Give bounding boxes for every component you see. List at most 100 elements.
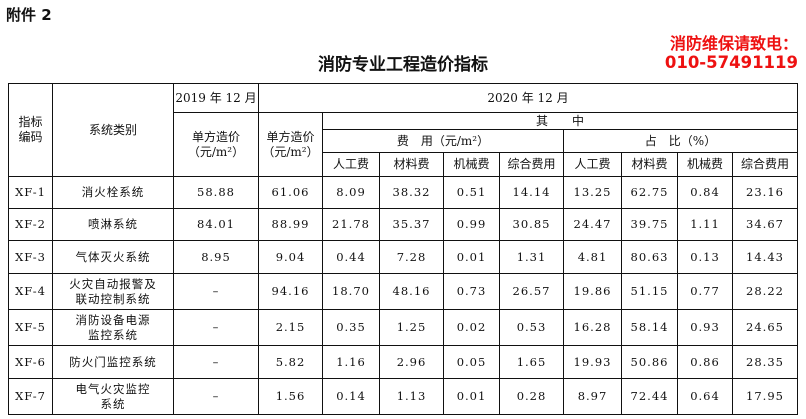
- cell-cost: 7.28: [379, 240, 444, 274]
- cell-ratio: 34.67: [732, 208, 798, 241]
- cell-cost: 0.02: [443, 309, 500, 346]
- cell-ratio: 51.15: [621, 273, 678, 310]
- cell-ratio: 0.77: [677, 273, 733, 310]
- header-subcol: 综合费用: [499, 152, 564, 177]
- cell-cost: 30.85: [499, 208, 564, 241]
- header-category: 系统类别: [52, 83, 174, 177]
- cell-code: XF-5: [8, 309, 53, 346]
- cell-cost: 2.96: [379, 345, 444, 379]
- header-unit-price-2019: 单方造价 （元/m²）: [173, 112, 259, 177]
- cell-ratio: 39.75: [621, 208, 678, 241]
- cell-cost: 1.25: [379, 309, 444, 346]
- watermark-phone: 010-57491119: [664, 53, 798, 72]
- cell-ratio: 19.86: [563, 273, 622, 310]
- cell-code: XF-4: [8, 273, 53, 310]
- header-subcol: 人工费: [322, 152, 380, 177]
- cell-cost: 8.09: [322, 176, 380, 209]
- cell-system-name: 气体灭火系统: [52, 240, 174, 274]
- cell-cost: 38.32: [379, 176, 444, 209]
- cell-cost: 0.51: [443, 176, 500, 209]
- cell-code: XF-2: [8, 208, 53, 241]
- cell-cost: 0.01: [443, 240, 500, 274]
- cell-cost: 21.78: [322, 208, 380, 241]
- cell-code: XF-7: [8, 378, 53, 415]
- cell-ratio: 0.84: [677, 176, 733, 209]
- document-title: 消防专业工程造价指标: [318, 55, 488, 75]
- cell-ratio: 0.13: [677, 240, 733, 274]
- cell-price-2020: 88.99: [258, 208, 323, 241]
- cell-price-2019: –: [173, 345, 259, 379]
- table-row: XF-5 消防设备电源 监控系统 –2.15 0.35 1.25 0.02 0.53 16.2…: [8, 309, 798, 346]
- watermark-line1: 消防维保请致电：: [669, 34, 798, 53]
- cell-ratio: 4.81: [563, 240, 622, 274]
- cell-cost: 1.13: [379, 378, 444, 415]
- cell-ratio: 13.25: [563, 176, 622, 209]
- cell-system-name: 电气火灾监控 系统: [52, 378, 174, 415]
- cell-cost: 0.44: [322, 240, 380, 274]
- cell-ratio: 23.16: [732, 176, 798, 209]
- cell-cost: 0.01: [443, 378, 500, 415]
- cell-code: XF-1: [8, 176, 53, 209]
- cell-ratio: 0.64: [677, 378, 733, 415]
- cell-ratio: 24.65: [732, 309, 798, 346]
- table-row: XF-4 火灾自动报警及 联动控制系统 –94.16 18.70 48.16 0.73 26…: [8, 273, 798, 310]
- cell-price-2019: –: [173, 378, 259, 415]
- cell-system-name: 消防设备电源 监控系统: [52, 309, 174, 346]
- header-subcol: 材料费: [621, 152, 678, 177]
- header-unit-price-2020: 单方造价 （元/m²）: [258, 112, 323, 177]
- header-2020: 2020 年 12 月: [258, 83, 798, 113]
- cell-price-2020: 61.06: [258, 176, 323, 209]
- cell-ratio: 16.28: [563, 309, 622, 346]
- cell-price-2019: 8.95: [173, 240, 259, 274]
- cell-cost: 26.57: [499, 273, 564, 310]
- cell-code: XF-6: [8, 345, 53, 379]
- cell-ratio: 28.35: [732, 345, 798, 379]
- attachment-label: 附件 2: [6, 6, 52, 24]
- header-subcol: 材料费: [379, 152, 444, 177]
- cell-price-2020: 5.82: [258, 345, 323, 379]
- cell-cost: 0.53: [499, 309, 564, 346]
- cell-system-name: 喷淋系统: [52, 208, 174, 241]
- cell-system-name: 火灾自动报警及 联动控制系统: [52, 273, 174, 310]
- header-ratio-group: 占 比（%）: [563, 129, 798, 153]
- cell-code: XF-3: [8, 240, 53, 274]
- cell-ratio: 14.43: [732, 240, 798, 274]
- cell-ratio: 72.44: [621, 378, 678, 415]
- table-row: XF-7 电气火灾监控 系统 –1.56 0.14 1.13 0.01 0.28 8.97 72…: [8, 378, 798, 415]
- cell-cost: 14.14: [499, 176, 564, 209]
- table-row: XF-6 防火门监控系统 –5.82 1.16 2.96 0.05 1.65 19.93 50.…: [8, 345, 798, 379]
- cost-index-table: 指标 编码 系统类别 2019 年 12 月 2020 年 12 月 单方造价 …: [8, 83, 798, 415]
- cell-price-2020: 1.56: [258, 378, 323, 415]
- cell-cost: 0.35: [322, 309, 380, 346]
- header-subcol: 人工费: [563, 152, 622, 177]
- cell-ratio: 0.86: [677, 345, 733, 379]
- table-row: XF-2 喷淋系统 84.01 88.99 21.78 35.37 0.99 30.85 24.…: [8, 208, 798, 241]
- header-2019: 2019 年 12 月: [173, 83, 259, 113]
- cell-cost: 48.16: [379, 273, 444, 310]
- cell-cost: 18.70: [322, 273, 380, 310]
- header-subcol: 机械费: [443, 152, 500, 177]
- cell-ratio: 80.63: [621, 240, 678, 274]
- cell-ratio: 0.93: [677, 309, 733, 346]
- watermark-contact: 消防维保请致电： 010-57491119: [665, 34, 798, 72]
- cell-ratio: 50.86: [621, 345, 678, 379]
- header-cost-group: 费 用（元/m²）: [322, 129, 564, 153]
- cell-system-name: 防火门监控系统: [52, 345, 174, 379]
- header-subcol: 综合费用: [732, 152, 798, 177]
- cell-price-2020: 9.04: [258, 240, 323, 274]
- cell-ratio: 62.75: [621, 176, 678, 209]
- cell-price-2020: 94.16: [258, 273, 323, 310]
- cell-cost: 0.14: [322, 378, 380, 415]
- cell-ratio: 24.47: [563, 208, 622, 241]
- cell-ratio: 1.11: [677, 208, 733, 241]
- cell-ratio: 28.22: [732, 273, 798, 310]
- cell-price-2019: –: [173, 309, 259, 346]
- cell-cost: 1.65: [499, 345, 564, 379]
- table-row: XF-3 气体灭火系统 8.95 9.04 0.44 7.28 0.01 1.31 4.81 80…: [8, 240, 798, 274]
- cell-cost: 1.31: [499, 240, 564, 274]
- cell-cost: 0.73: [443, 273, 500, 310]
- cell-ratio: 58.14: [621, 309, 678, 346]
- table-row: XF-1 消火栓系统 58.88 61.06 8.09 38.32 0.51 14.14 13.…: [8, 176, 798, 209]
- cell-cost: 0.99: [443, 208, 500, 241]
- cell-ratio: 17.95: [732, 378, 798, 415]
